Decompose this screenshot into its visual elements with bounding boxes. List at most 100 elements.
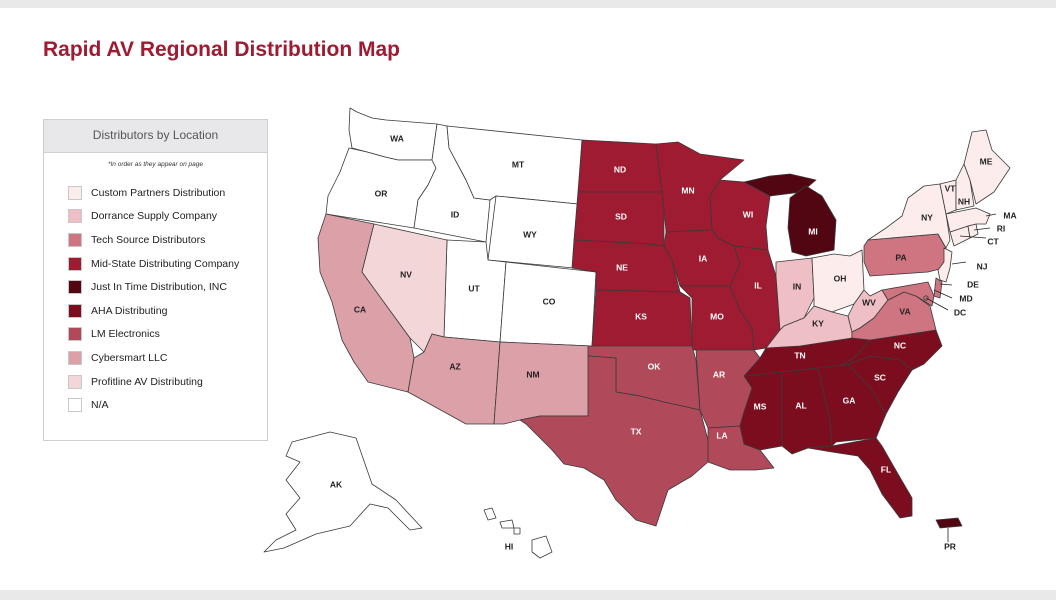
state-ri[interactable] <box>967 223 979 239</box>
label-ne: NE <box>616 262 628 272</box>
state-mi[interactable] <box>743 173 817 197</box>
leader-dc <box>925 297 949 311</box>
state-hi-4[interactable] <box>531 535 553 559</box>
state-nm[interactable] <box>493 341 593 425</box>
label-de: DE <box>967 279 979 289</box>
state-ma[interactable] <box>945 207 991 233</box>
state-nj[interactable] <box>937 247 953 283</box>
legend-label: N/A <box>91 399 109 412</box>
label-sd: SD <box>615 211 627 221</box>
legend-panel: Distributors by Location *In order as th… <box>43 119 268 441</box>
legend-swatch <box>68 350 82 365</box>
label-hi: HI <box>505 541 514 551</box>
label-az: AZ <box>449 361 460 371</box>
label-ok: OK <box>648 361 662 371</box>
state-shapes <box>263 107 1011 559</box>
label-ar: AR <box>713 369 725 379</box>
legend-item: Cybersmart LLC <box>68 346 267 370</box>
state-me[interactable] <box>963 129 1011 205</box>
label-ks: KS <box>635 311 647 321</box>
state-fl[interactable] <box>807 437 913 519</box>
state-va[interactable] <box>851 291 937 341</box>
legend-item: Dorrance Supply Company <box>68 205 267 229</box>
legend-label: Custom Partners Distribution <box>91 186 226 199</box>
legend-item: Just In Time Distribution, INC <box>68 275 267 299</box>
leader-lines <box>925 213 997 542</box>
state-hi-2[interactable] <box>499 519 515 529</box>
label-or: OR <box>375 188 388 198</box>
label-nc: NC <box>894 340 906 350</box>
legend-label: AHA Distributing <box>91 304 168 317</box>
state-md[interactable] <box>881 281 935 307</box>
legend-item: Profitline AV Distributing <box>68 370 267 394</box>
legend-swatch <box>68 185 82 200</box>
state-mi-lower[interactable] <box>787 185 837 257</box>
leader-nj <box>951 261 967 265</box>
label-co: CO <box>543 296 556 306</box>
state-hi-3[interactable] <box>513 527 521 535</box>
legend-list: Custom Partners Distribution Dorrance Su… <box>44 181 267 417</box>
state-tx[interactable] <box>519 355 709 527</box>
label-me: ME <box>980 156 993 166</box>
label-il: IL <box>754 280 762 290</box>
label-nd: ND <box>614 164 626 174</box>
label-ky: KY <box>812 318 824 328</box>
legend-item: Custom Partners Distribution <box>68 181 267 205</box>
label-ms: MS <box>754 401 767 411</box>
label-ma: MA <box>1003 210 1016 220</box>
label-ut: UT <box>468 283 480 293</box>
label-ca: CA <box>354 304 366 314</box>
label-wy: WY <box>523 229 537 239</box>
label-vt: VT <box>945 183 957 193</box>
label-nj: NJ <box>977 261 988 271</box>
leader-ma <box>985 213 997 217</box>
label-nv: NV <box>400 269 412 279</box>
label-nm: NM <box>526 369 539 379</box>
leader-md <box>933 289 953 299</box>
legend-label: Tech Source Distributors <box>91 233 206 246</box>
state-de[interactable] <box>933 277 943 299</box>
label-ia: IA <box>699 253 708 263</box>
legend-label: Cybersmart LLC <box>91 351 168 364</box>
legend-label: Just In Time Distribution, INC <box>91 281 227 294</box>
leader-ri <box>973 227 991 231</box>
label-dc: DC <box>954 307 966 317</box>
legend-note: *In order as they appear on page <box>107 161 204 168</box>
label-in: IN <box>793 281 802 291</box>
leader-ct <box>959 235 987 239</box>
legend-swatch <box>68 374 82 389</box>
label-fl: FL <box>881 464 891 474</box>
label-wa: WA <box>390 133 404 143</box>
state-nc[interactable] <box>841 329 943 371</box>
legend-swatch <box>68 303 82 318</box>
state-hi[interactable] <box>483 507 497 521</box>
state-ak[interactable] <box>263 431 423 553</box>
label-sc: SC <box>874 372 886 382</box>
legend-swatch <box>68 256 82 271</box>
label-ct: CT <box>987 236 999 246</box>
label-nh: NH <box>958 196 970 206</box>
label-mi: MI <box>808 226 817 236</box>
label-mo: MO <box>710 311 724 321</box>
page-title: Rapid AV Regional Distribution Map <box>43 38 400 61</box>
label-la: LA <box>716 430 727 440</box>
legend-item: N/A <box>68 393 267 417</box>
label-mt: MT <box>512 159 525 169</box>
label-id: ID <box>451 209 460 219</box>
state-pr[interactable] <box>935 517 963 529</box>
state-ky[interactable] <box>765 305 853 349</box>
label-va: VA <box>899 306 910 316</box>
label-oh: OH <box>834 273 847 283</box>
state-nh[interactable] <box>955 163 975 211</box>
legend-swatch <box>68 280 82 295</box>
legend-label: LM Electronics <box>91 328 160 341</box>
state-wi[interactable] <box>709 179 771 251</box>
label-ga: GA <box>843 395 856 405</box>
state-ks[interactable] <box>591 289 693 347</box>
legend-label: Mid-State Distributing Company <box>91 257 240 270</box>
leader-de <box>939 283 953 286</box>
label-md: MD <box>959 293 972 303</box>
label-tx: TX <box>631 426 642 436</box>
legend-item: LM Electronics <box>68 323 267 347</box>
